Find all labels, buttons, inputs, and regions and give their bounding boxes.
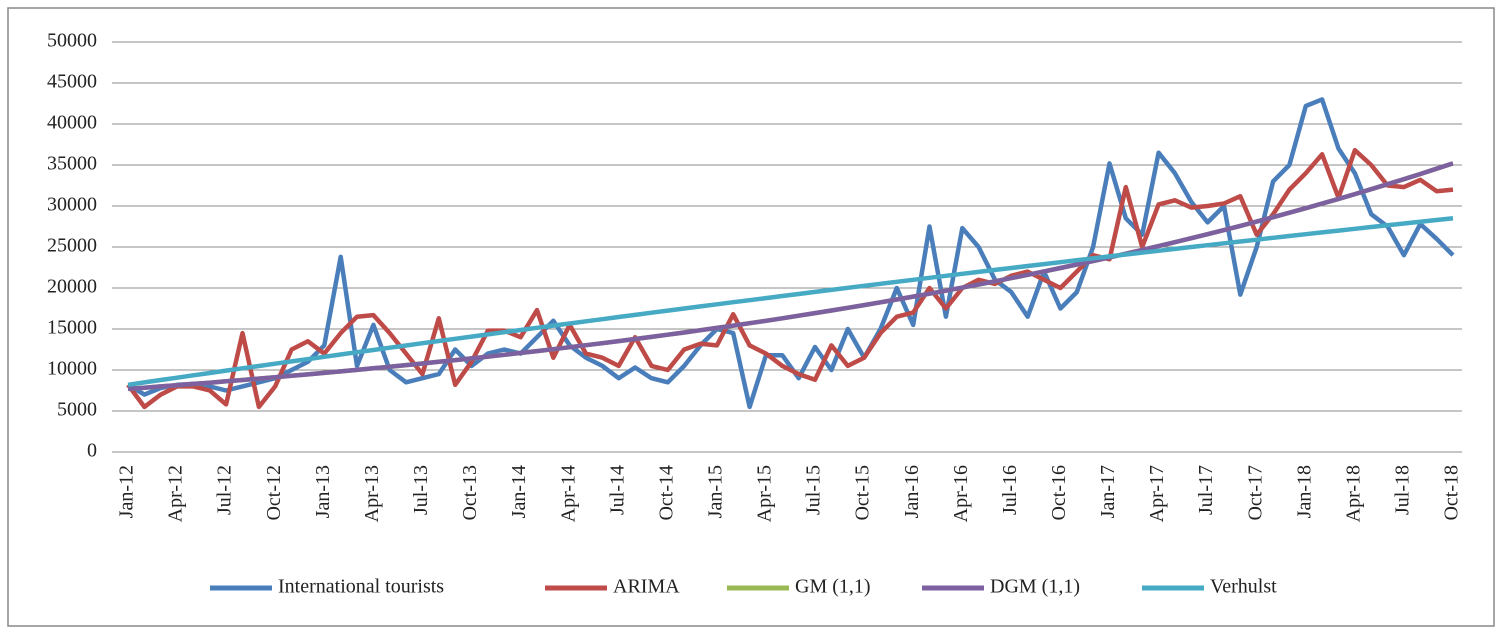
- series-line: [126, 97, 1455, 410]
- x-tick-label: Oct-16: [1048, 465, 1070, 521]
- legend-label: DGM (1,1): [990, 576, 1080, 598]
- y-tick-label: 25000: [47, 235, 97, 257]
- x-tick-label: Jan-13: [312, 465, 334, 518]
- y-tick-label: 10000: [47, 358, 97, 380]
- y-tick-label: 20000: [47, 276, 97, 298]
- y-tick-label: 0: [87, 440, 97, 462]
- series-line: [127, 216, 1454, 388]
- x-tick-label: Jan-18: [1293, 465, 1315, 518]
- x-tick-label: Jul-13: [410, 465, 432, 515]
- x-tick-label: Jan-16: [901, 465, 923, 518]
- x-tick-label: Oct-17: [1244, 465, 1266, 521]
- x-tick-label: Jan-14: [508, 465, 530, 518]
- x-tick-label: Oct-15: [852, 465, 874, 521]
- legend-label: GM (1,1): [795, 576, 871, 598]
- y-tick-label: 45000: [47, 71, 97, 93]
- x-tick-label: Apr-17: [1146, 465, 1168, 522]
- y-tick-label: 5000: [57, 399, 97, 421]
- y-tick-label: 35000: [47, 153, 97, 175]
- x-tick-label: Apr-13: [361, 465, 383, 522]
- legend-label: International tourists: [278, 576, 444, 598]
- x-tick-label: Oct-13: [459, 465, 481, 521]
- x-tick-label: Jul-14: [606, 465, 628, 515]
- series-line: [127, 161, 1454, 392]
- x-tick-label: Jan-17: [1097, 465, 1119, 518]
- x-tick-label: Jul-15: [803, 465, 825, 515]
- x-tick-label: Oct-18: [1441, 465, 1463, 521]
- x-tick-label: Jan-12: [116, 465, 138, 518]
- y-tick-label: 40000: [47, 112, 97, 134]
- y-tick-label: 50000: [47, 30, 97, 52]
- y-tick-label: 15000: [47, 317, 97, 339]
- x-tick-label: Jul-12: [214, 465, 236, 515]
- x-tick-label: Apr-18: [1342, 465, 1364, 522]
- x-tick-label: Jul-17: [1195, 465, 1217, 515]
- x-tick-label: Oct-14: [655, 465, 677, 521]
- x-tick-label: Apr-14: [557, 465, 579, 522]
- x-tick-label: Apr-12: [165, 465, 187, 522]
- y-tick-label: 30000: [47, 194, 97, 216]
- series-line: [126, 147, 1454, 410]
- chart-border: [7, 7, 1495, 627]
- x-tick-label: Apr-16: [950, 465, 972, 522]
- x-tick-label: Jul-16: [999, 465, 1021, 515]
- x-tick-label: Jul-18: [1392, 465, 1414, 515]
- x-tick-label: Jan-15: [704, 465, 726, 518]
- x-tick-label: Apr-15: [754, 465, 776, 522]
- x-tick-label: Oct-12: [263, 465, 285, 521]
- legend-label: Verhulst: [1210, 576, 1277, 598]
- legend-label: ARIMA: [613, 576, 680, 598]
